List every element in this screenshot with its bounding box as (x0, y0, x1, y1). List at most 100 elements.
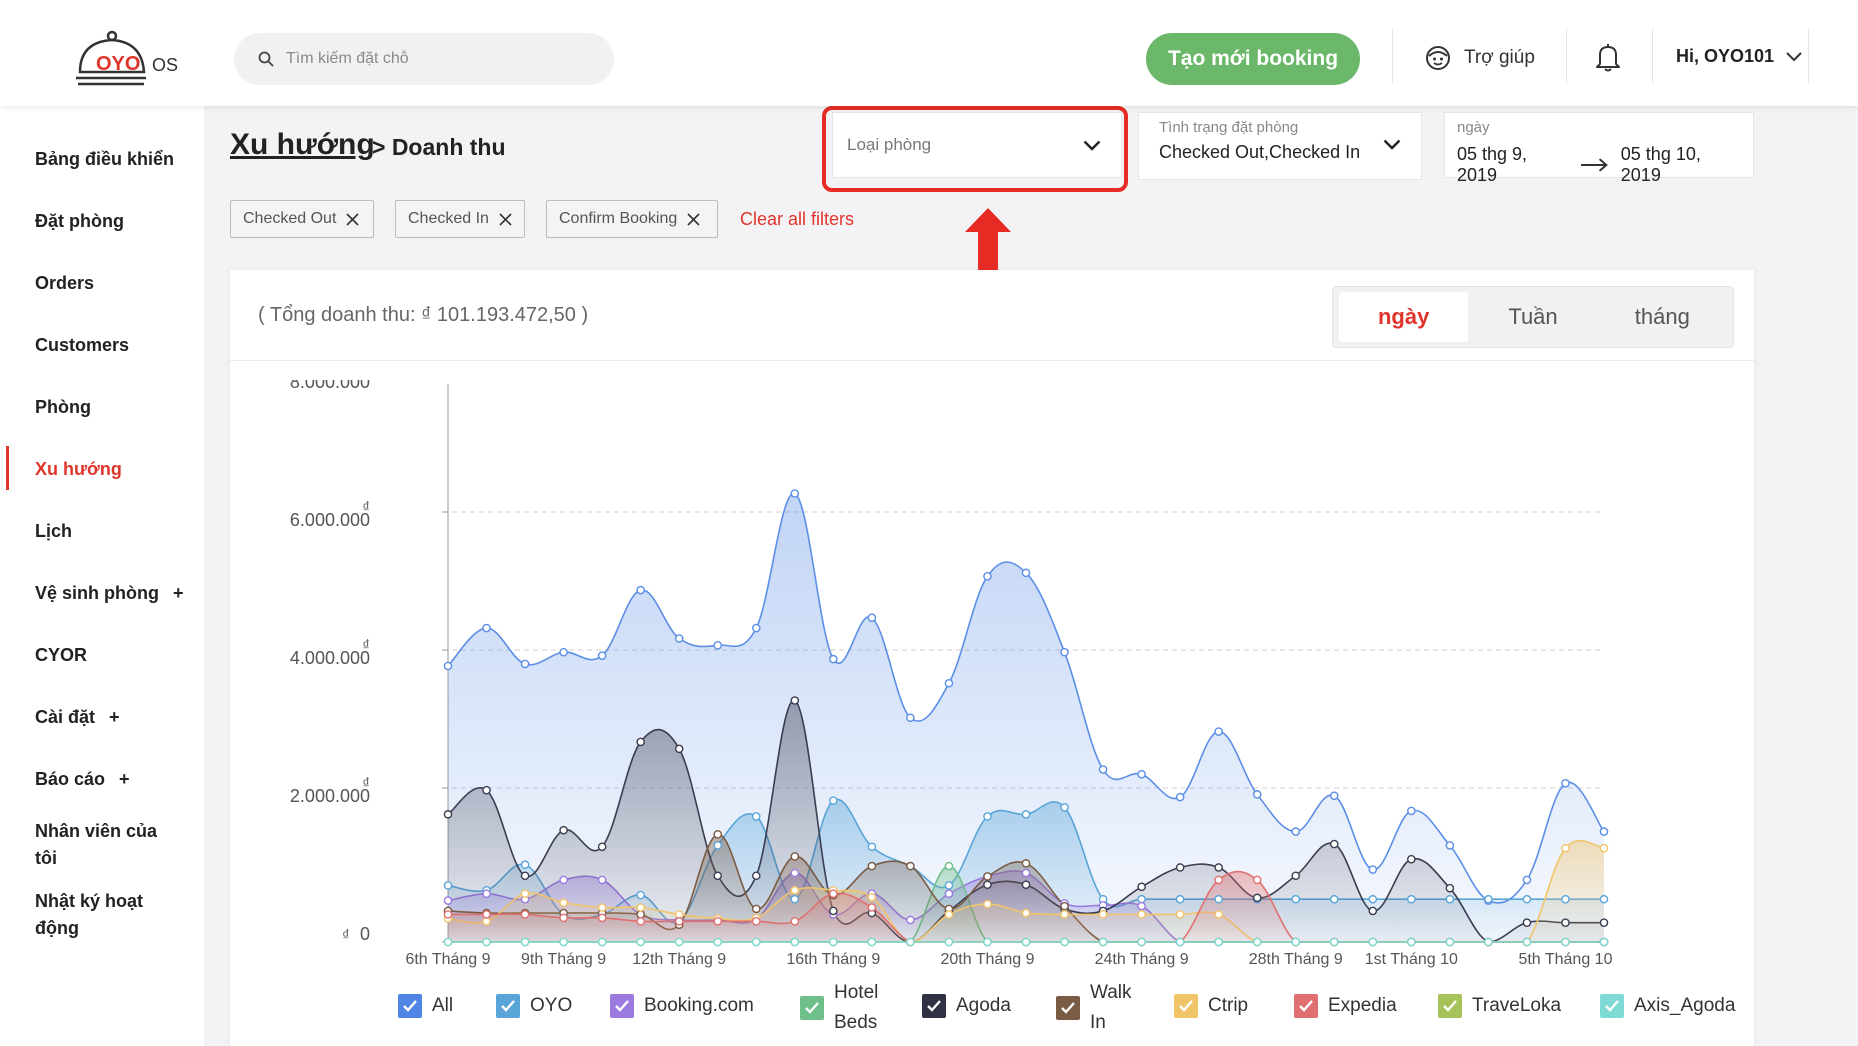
checkbox-checked-icon[interactable] (496, 994, 520, 1018)
data-point (1407, 854, 1416, 864)
x-tick-label: 6th Tháng 9 (405, 951, 490, 968)
sidebar-item-reports[interactable]: Báo cáo + (35, 766, 195, 793)
legend-item-traveloka[interactable]: TraveLoka (1438, 994, 1561, 1018)
data-point (1368, 937, 1378, 947)
checkbox-checked-icon[interactable] (800, 996, 824, 1020)
sidebar-item-orders[interactable]: Orders (35, 273, 95, 293)
search-bar[interactable] (234, 33, 614, 85)
sidebar-item-dashboard[interactable]: Bảng điều khiển (35, 149, 175, 169)
help-link[interactable]: Trợ giúp (1424, 44, 1535, 72)
data-point (1214, 894, 1223, 904)
data-point (1137, 937, 1146, 947)
sidebar-item-housekeeping[interactable]: Vệ sinh phòng + (35, 580, 195, 607)
legend-label: TraveLoka (1472, 995, 1562, 1016)
checkbox-checked-icon[interactable] (1600, 994, 1624, 1018)
data-point (867, 842, 877, 852)
checkbox-checked-icon[interactable] (398, 994, 422, 1018)
checkbox-checked-icon[interactable] (610, 994, 634, 1018)
expand-icon[interactable]: + (119, 769, 130, 789)
legend-item-ctrip[interactable]: Ctrip (1174, 994, 1248, 1018)
data-point (597, 913, 607, 923)
legend-item-walk-in[interactable]: Walk In (1056, 978, 1132, 1038)
data-point (1291, 871, 1301, 881)
close-icon[interactable] (687, 212, 700, 226)
period-tab-day[interactable]: ngày (1339, 292, 1469, 342)
clear-all-filters-link[interactable]: Clear all filters (740, 209, 855, 229)
data-point (1252, 875, 1262, 885)
checkbox-checked-icon[interactable] (1056, 996, 1080, 1020)
data-point (636, 903, 645, 912)
oyo-logo[interactable]: OYO OS (76, 28, 186, 90)
data-point (1098, 765, 1108, 774)
close-icon[interactable] (499, 212, 512, 226)
data-point (1021, 810, 1031, 819)
legend-item-all[interactable]: All (398, 994, 453, 1018)
sidebar-item-label: Báo cáo (35, 769, 106, 789)
data-point (1561, 778, 1570, 788)
data-point (790, 885, 800, 895)
sidebar-item-calendar[interactable]: Lịch (35, 521, 73, 541)
data-point (1522, 918, 1532, 927)
legend-item-axis-agoda[interactable]: Axis_Agoda (1600, 994, 1735, 1018)
data-point (790, 852, 800, 861)
period-tab-week[interactable]: Tuần (1508, 304, 1558, 329)
filter-chip-checked-out: Checked Out (230, 200, 374, 238)
legend-item-expedia[interactable]: Expedia (1294, 994, 1397, 1018)
data-point (482, 910, 491, 919)
sidebar-item-customers[interactable]: Customers (35, 335, 130, 355)
legend-label: Axis_Agoda (1634, 995, 1736, 1016)
user-menu[interactable]: Hi, OYO101 (1676, 46, 1802, 67)
breadcrumb-trends-link[interactable]: Xu hướng (230, 128, 375, 161)
date-range-picker[interactable]: ngày 05 thg 9, 2019 05 thg 10, 2019 (1444, 112, 1754, 185)
checkbox-checked-icon[interactable] (922, 994, 946, 1018)
date-to: 05 thg 10, 2019 (1620, 144, 1701, 185)
data-point (1060, 647, 1069, 657)
new-booking-button[interactable]: Tạo mới booking (1146, 33, 1360, 85)
period-toggle: ngày Tuần tháng (1332, 286, 1734, 348)
support-agent-icon (1426, 46, 1450, 70)
sidebar-item-settings[interactable]: Cài đặt + (35, 704, 195, 731)
x-tick-label: 12th Tháng 9 (632, 951, 726, 968)
data-point (559, 913, 568, 923)
sidebar-item-activity-log[interactable]: Nhật ký hoạt động (35, 891, 144, 938)
data-point (829, 937, 838, 947)
sidebar-item-cyor[interactable]: CYOR (35, 645, 88, 665)
sidebar-item-rooms[interactable]: Phòng (35, 397, 91, 417)
chevron-down-icon (1786, 51, 1802, 61)
sidebar-item-my-staff[interactable]: Nhân viên của tôi (35, 821, 158, 868)
data-point (520, 910, 530, 919)
data-point (790, 696, 800, 705)
legend-item-booking-com[interactable]: Booking.com (610, 994, 754, 1018)
checkbox-checked-icon[interactable] (1174, 994, 1198, 1018)
legend-label: Expedia (1328, 995, 1397, 1016)
legend-label: OYO (530, 995, 573, 1016)
room-type-dropdown[interactable]: Loại phòng (832, 112, 1122, 178)
legend-item-hotel-beds[interactable]: Hotel Beds (800, 978, 878, 1038)
data-point (751, 812, 761, 821)
checkbox-checked-icon[interactable] (1294, 994, 1318, 1018)
bell-icon[interactable] (1594, 42, 1622, 72)
sidebar-item-trends[interactable]: Xu hướng (35, 459, 122, 479)
expand-icon[interactable]: + (173, 583, 184, 603)
data-point (983, 571, 992, 581)
data-point (713, 640, 723, 650)
data-point (520, 871, 530, 881)
legend-item-agoda[interactable]: Agoda (922, 994, 1011, 1018)
data-point (1329, 791, 1339, 801)
data-point (1137, 901, 1146, 911)
legend-label: Agoda (956, 995, 1011, 1016)
x-tick-label: 5th Tháng 10 (1518, 951, 1612, 968)
data-point (482, 937, 491, 947)
sidebar-item-bookings[interactable]: Đặt phòng (35, 211, 124, 231)
checkbox-checked-icon[interactable] (1438, 994, 1462, 1018)
filter-chip-label: Checked Out (243, 210, 337, 227)
chevron-down-icon (1083, 140, 1101, 151)
booking-status-dropdown[interactable]: Tình trạng đặt phòng Checked Out,Checked… (1138, 112, 1422, 180)
period-tab-month[interactable]: tháng (1634, 304, 1690, 329)
legend-item-oyo[interactable]: OYO (496, 994, 572, 1018)
data-point (1561, 894, 1570, 904)
search-input[interactable] (286, 50, 586, 68)
close-icon[interactable] (346, 212, 359, 226)
expand-icon[interactable]: + (109, 707, 120, 727)
y-tick-label: 2.000.000 (290, 786, 370, 806)
